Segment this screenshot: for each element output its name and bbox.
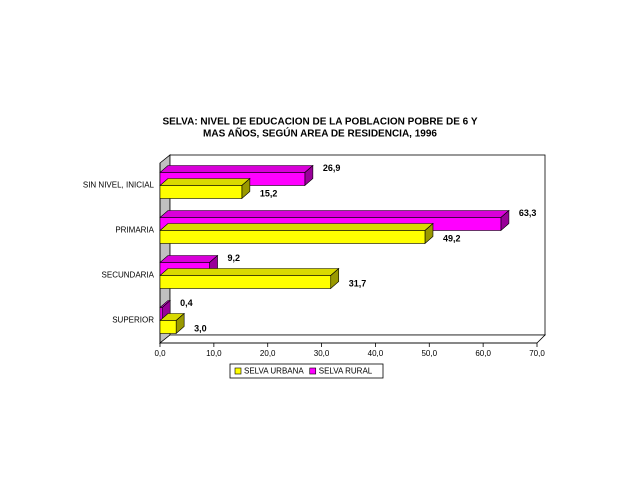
bar-top [159, 223, 434, 231]
bar [159, 320, 177, 334]
value-label: 49,2 [443, 233, 461, 243]
chart-title: SELVA: NIVEL DE EDUCACION DE LA POBLACIO… [162, 117, 477, 128]
value-label: 26,9 [323, 163, 341, 173]
x-tick-label: 40,0 [368, 349, 384, 358]
x-tick-label: 30,0 [314, 349, 330, 358]
y-tick-label: SIN NIVEL, INICIAL [83, 181, 155, 190]
legend [229, 363, 384, 379]
floor [158, 334, 546, 344]
y-tick-label: SECUNDARIA [102, 271, 155, 280]
x-tick-label: 20,0 [260, 349, 276, 358]
bar-top [159, 165, 314, 173]
chart-title: MAS AÑOS, SEGÚN AREA DE RESIDENCIA, 1996 [203, 127, 437, 140]
bar [159, 275, 332, 289]
value-label: 15,2 [260, 188, 278, 198]
legend-swatch [309, 367, 317, 375]
x-tick-label: 70,0 [529, 349, 545, 358]
x-tick-label: 10,0 [206, 349, 222, 358]
y-tick-label: PRIMARIA [115, 226, 154, 235]
x-tick-label: 60,0 [475, 349, 491, 358]
value-label: 31,7 [349, 278, 367, 288]
bar [159, 185, 243, 199]
value-label: 9,2 [228, 253, 241, 263]
y-tick-label: SUPERIOR [112, 316, 154, 325]
legend-label: SELVA RURAL [319, 367, 373, 376]
bar [159, 230, 426, 244]
value-label: 0,4 [180, 298, 193, 308]
x-tick-label: 0,0 [154, 349, 166, 358]
value-label: 3,0 [194, 323, 207, 333]
x-tick-label: 50,0 [421, 349, 437, 358]
legend-label: SELVA URBANA [244, 367, 304, 376]
value-label: 63,3 [519, 208, 537, 218]
legend-swatch [234, 367, 242, 375]
bar-top [159, 210, 510, 218]
bar-top [159, 268, 340, 276]
bar-top [159, 178, 251, 186]
bar-top [159, 255, 219, 263]
